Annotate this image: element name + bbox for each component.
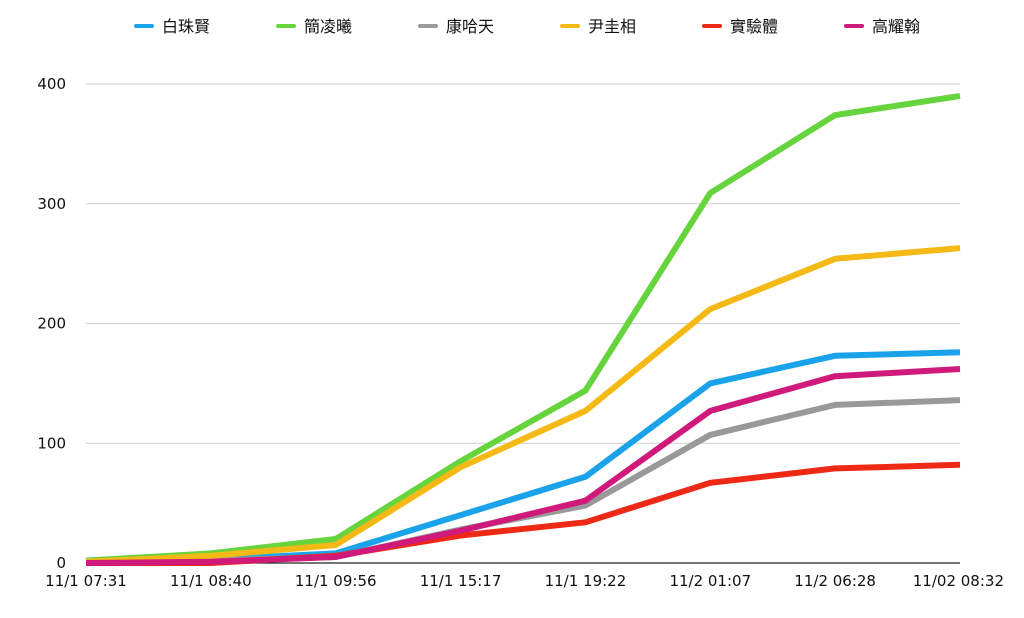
x-tick-label: 11/1 09:56 [295,572,377,590]
y-tick-label: 0 [56,554,66,572]
x-tick-label: 11/1 15:17 [420,572,502,590]
legend-item: 白珠賢 [134,17,210,36]
axes: 0 100 200 300 400 11/1 07:31 11/1 08:40 11/1 09… [37,75,1004,590]
series-line-1 [85,93,961,564]
legend-label: 尹圭相 [588,17,636,36]
legend-label: 實驗體 [730,17,778,36]
legend-item: 尹圭相 [560,17,636,36]
legend-item: 高耀翰 [844,17,920,36]
x-tick-label: 11/2 01:07 [669,572,751,590]
x-tick-label: 11/1 08:40 [170,572,252,590]
x-tick-label: 11/02 08:32 [913,572,1004,590]
legend-item: 實驗體 [702,17,778,36]
x-tick-label: 11/2 06:28 [794,572,876,590]
legend-item: 簡凌曦 [276,17,352,36]
legend-item: 康哈天 [418,17,494,36]
legend: 白珠賢 簡凌曦 康哈天 尹圭相 實驗體 高耀翰 [134,17,920,36]
gridlines [86,83,960,444]
y-tick-label: 400 [37,75,66,93]
legend-label: 康哈天 [446,17,494,36]
x-tick-label: 11/1 07:31 [45,572,127,590]
x-tick-label: 11/1 19:22 [545,572,627,590]
series-lines [85,93,961,566]
series-line-3 [85,245,961,565]
legend-label: 簡凌曦 [304,17,352,36]
legend-label: 高耀翰 [872,17,920,36]
series-line-5 [85,366,961,566]
y-tick-label: 100 [37,434,66,452]
y-tick-label: 300 [37,195,66,213]
legend-label: 白珠賢 [162,17,210,36]
y-tick-label: 200 [37,315,66,333]
